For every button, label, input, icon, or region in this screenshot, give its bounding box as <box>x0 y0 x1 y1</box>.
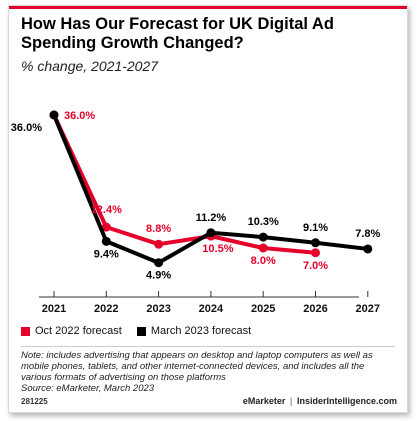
data-point-oct <box>101 222 111 232</box>
chart-title: How Has Our Forecast for UK Digital Ad S… <box>21 15 334 52</box>
data-point-oct <box>154 239 164 249</box>
legend-item-oct: Oct 2022 forecast <box>21 325 122 337</box>
x-tick-label: 2023 <box>146 303 170 315</box>
data-point-march <box>154 258 164 268</box>
note-text: Note: includes advertising that appears … <box>21 350 373 383</box>
line-chart: 2021 2022 2023 2024 2025 2026 2027 36.0% 12.4% 8.… <box>11 110 381 315</box>
x-tick-label: 2025 <box>251 303 275 315</box>
legend-swatch-march <box>136 326 146 336</box>
x-tick-label: 2027 <box>356 303 380 315</box>
legend-label-march: March 2023 forecast <box>150 325 252 337</box>
data-label-oct: 8.0% <box>251 255 276 267</box>
legend-label-oct: Oct 2022 forecast <box>35 325 122 337</box>
legend-item-march: March 2023 forecast <box>136 325 252 337</box>
data-label-oct: 36.0% <box>64 110 95 122</box>
brand-site: InsiderIntelligence.com <box>296 396 397 406</box>
data-label-oct: 10.5% <box>202 243 233 255</box>
data-label-march: 11.2% <box>196 212 227 224</box>
data-label-oct: 12.4% <box>91 204 122 216</box>
data-point-march <box>363 244 373 254</box>
divider <box>21 346 395 347</box>
data-label-march: 7.8% <box>355 228 380 240</box>
chart-id: 281225 <box>21 397 48 406</box>
data-label-march: 36.0% <box>11 122 42 134</box>
data-point-oct <box>311 248 320 258</box>
source-text: Source: eMarketer, March 2023 <box>21 383 155 394</box>
chart-subtitle: % change, 2021-2027 <box>21 58 158 74</box>
brand-name: eMarketer <box>242 396 286 406</box>
chart-card: How Has Our Forecast for UK Digital Ad S… <box>8 5 408 413</box>
data-point-march <box>311 238 320 248</box>
data-point-march <box>206 228 216 238</box>
x-tick-label: 2022 <box>94 303 118 315</box>
legend-swatch-oct <box>21 326 30 336</box>
data-point-oct <box>258 243 268 253</box>
footer-brand: eMarketer | InsiderIntelligence.com <box>243 396 397 406</box>
data-label-march: 10.3% <box>248 216 279 228</box>
x-tick-label: 2021 <box>42 303 66 315</box>
x-tick-label: 2026 <box>303 303 327 315</box>
data-label-march: 9.4% <box>94 248 119 260</box>
chart-legend: Oct 2022 forecast March 2023 forecast <box>21 325 263 339</box>
series-line-oct-2022 <box>52 113 318 255</box>
accent-bar <box>9 6 407 9</box>
data-point-march <box>258 232 268 242</box>
brand-separator: | <box>289 396 293 406</box>
data-label-march: 9.1% <box>303 222 328 234</box>
data-label-march: 4.9% <box>146 270 171 282</box>
data-point-march <box>49 110 59 120</box>
chart-note: Note: includes advertising that appears … <box>21 350 397 394</box>
data-label-oct: 7.0% <box>303 260 328 272</box>
x-tick-label: 2024 <box>199 303 224 315</box>
data-label-oct: 8.8% <box>146 223 171 235</box>
data-point-march <box>101 236 111 246</box>
